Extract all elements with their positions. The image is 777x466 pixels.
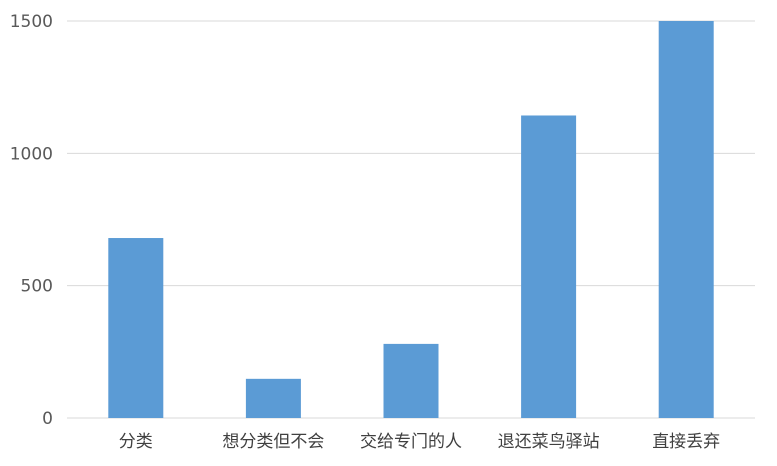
bar-0	[108, 238, 164, 418]
y-axis-ticks: 0 500 1000 1500	[10, 12, 53, 429]
bar-4	[658, 21, 714, 418]
bars	[108, 21, 714, 419]
x-axis-labels: 分类 想分类但不会 交给专门的人 退还菜鸟驿站 直接丢弃	[119, 432, 720, 452]
bar-1	[245, 378, 301, 418]
y-tick-label: 1000	[10, 144, 53, 164]
y-tick-label: 0	[42, 409, 53, 429]
x-category-label: 退还菜鸟驿站	[498, 432, 600, 452]
y-tick-label: 1500	[10, 12, 53, 32]
y-tick-label: 500	[21, 277, 53, 297]
x-category-label: 直接丢弃	[652, 432, 720, 452]
bar-3	[521, 115, 577, 419]
x-category-label: 分类	[119, 432, 153, 452]
x-category-label: 交给专门的人	[360, 432, 462, 452]
bar-2	[383, 343, 439, 418]
x-category-label: 想分类但不会	[222, 432, 324, 452]
